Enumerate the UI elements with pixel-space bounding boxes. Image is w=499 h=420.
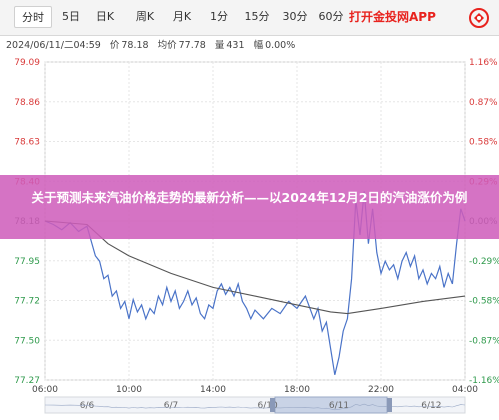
price-value: 78.18 [121, 40, 149, 51]
volume-label: 量 [214, 40, 225, 51]
article-title-banner: 关于预测未来汽油价格走势的最新分析——以2024年12月2日的汽油涨价为例 [0, 175, 499, 239]
date-label: 6/6 [80, 401, 95, 411]
tab-1min[interactable]: 1分 [210, 10, 228, 23]
date-label: 6/12 [421, 401, 441, 411]
x-tick-label: 22:00 [368, 385, 394, 395]
x-tick-label: 04:00 [452, 385, 478, 395]
article-title: 关于预测未来汽油价格走势的最新分析——以2024年12月2日的汽油涨价为例 [31, 190, 468, 205]
tab-60min[interactable]: 60分 [318, 10, 344, 23]
y-tick-label-right: -0.58% [469, 297, 499, 307]
y-tick-label-left: 78.63 [14, 138, 40, 148]
y-tick-label-right: -0.87% [469, 336, 499, 346]
y-tick-label-left: 77.27 [14, 376, 40, 386]
y-tick-label-left: 77.95 [14, 257, 40, 267]
navigator-sparkline [44, 403, 466, 411]
y-tick-label-right: 0.58% [469, 138, 498, 148]
y-tick-label-right: 1.16% [469, 58, 498, 68]
x-tick-label: 18:00 [284, 385, 310, 395]
date-navigator-strip[interactable] [44, 396, 466, 414]
x-tick-label: 14:00 [200, 385, 226, 395]
y-tick-label-left: 78.86 [14, 98, 40, 108]
y-tick-label-right: -0.29% [469, 257, 499, 267]
date-label: 6/11 [329, 401, 349, 411]
date-label: 6/7 [164, 401, 178, 411]
tab-15min[interactable]: 15分 [244, 10, 270, 23]
volume-value: 431 [226, 40, 245, 51]
y-tick-label-left: 79.09 [14, 58, 40, 68]
x-tick-label: 10:00 [116, 385, 142, 395]
avg-value: 77.78 [178, 40, 206, 51]
tab-intraday[interactable]: 分时 [14, 6, 52, 28]
navigator-handle-right[interactable] [387, 398, 392, 412]
y-tick-label-right: 0.87% [469, 98, 498, 108]
quote-datetime: 2024/06/11/二04:59 [6, 40, 101, 51]
avg-label: 均价 [157, 40, 177, 51]
gold-network-logo-icon [469, 8, 489, 28]
open-app-link[interactable]: 打开金投网APP [349, 10, 436, 24]
y-tick-label-right: -1.16% [469, 376, 499, 386]
y-tick-label-left: 77.72 [14, 297, 40, 307]
tab-30min[interactable]: 30分 [282, 10, 308, 23]
tab-5day[interactable]: 5日 [62, 10, 80, 23]
tab-weekly-k[interactable]: 周K [135, 10, 155, 23]
date-label: 6/10 [257, 401, 277, 411]
price-line [44, 191, 466, 375]
x-tick-label: 06:00 [32, 385, 58, 395]
price-label: 价 [109, 40, 120, 51]
change-label: 幅 [253, 40, 264, 51]
navigator-handle-left[interactable] [270, 398, 275, 412]
period-tab-bar: 分时 5日 日K 周K 月K 1分 15分 30分 60分 打开金投网APP [0, 0, 499, 36]
tab-monthly-k[interactable]: 月K [172, 10, 192, 23]
average-price-line [44, 220, 466, 315]
change-value: 0.00% [265, 40, 296, 51]
y-tick-label-left: 77.50 [14, 336, 40, 346]
tab-daily-k[interactable]: 日K [95, 10, 115, 23]
